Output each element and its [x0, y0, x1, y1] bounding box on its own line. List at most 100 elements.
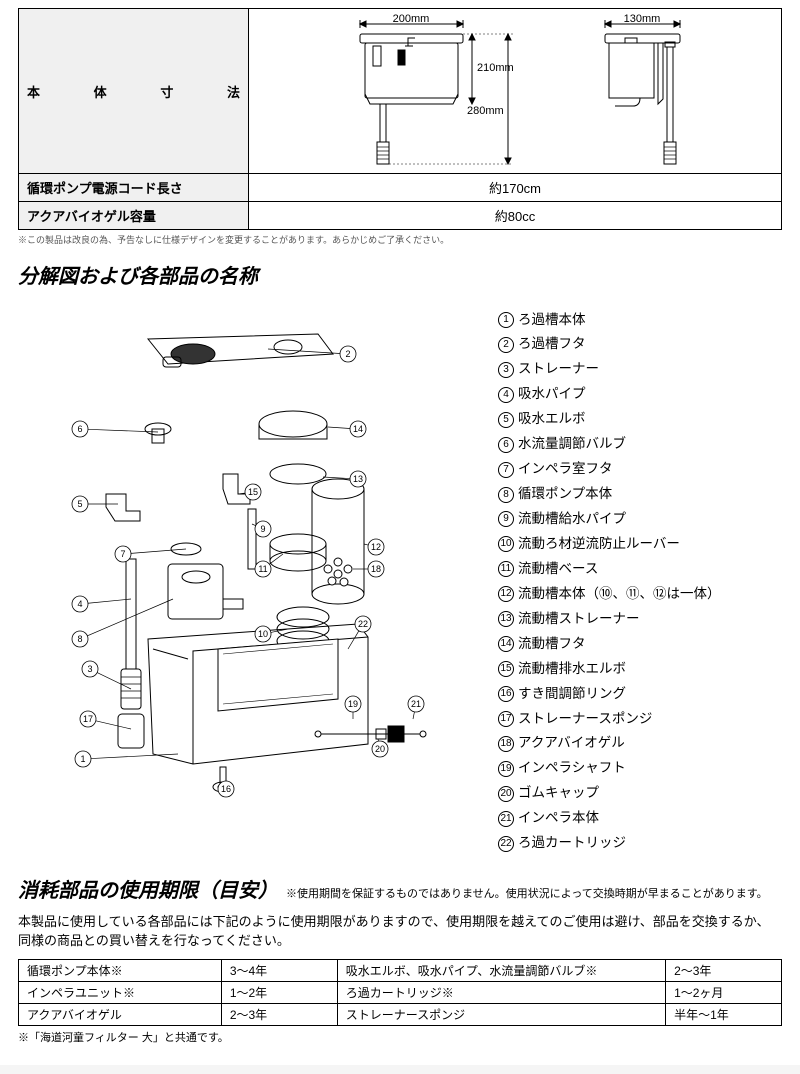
life-cell: 循環ポンプ本体※ — [19, 959, 222, 981]
part-item: 22 ろ過カートリッジ — [498, 831, 782, 851]
life-cell: 2〜3年 — [221, 1003, 337, 1025]
part-item: 10流動ろ材逆流防止ルーバー — [498, 532, 782, 552]
section2-title: 分解図および各部品の名称 — [18, 260, 782, 289]
life-cell: インペラユニット※ — [19, 981, 222, 1003]
svg-text:6: 6 — [77, 424, 82, 434]
part-number-icon: 16 — [498, 686, 514, 702]
svg-text:11: 11 — [258, 564, 267, 574]
part-number-icon: 11 — [498, 561, 514, 577]
label-biogel: アクアバイオゲル容量 — [19, 202, 249, 230]
part-label: 流動槽排水エルボ — [518, 661, 626, 676]
life-table: 循環ポンプ本体※3〜4年吸水エルボ、吸水パイプ、水流量調節バルブ※2〜3年インペ… — [18, 959, 782, 1026]
part-number-icon: 19 — [498, 761, 514, 777]
life-cell: 2〜3年 — [666, 959, 782, 981]
part-label: 流動槽本体（⑩、⑪、⑫は一体） — [518, 586, 721, 601]
part-number-icon: 15 — [498, 661, 514, 677]
part-number-icon: 5 — [498, 412, 514, 428]
part-label: インペラ本体 — [518, 810, 599, 825]
part-item: 15 流動槽排水エルボ — [498, 657, 782, 677]
part-number-icon: 6 — [498, 437, 514, 453]
part-item: 6 水流量調節バルブ — [498, 432, 782, 452]
part-item: 14 流動槽フタ — [498, 632, 782, 652]
svg-text:10: 10 — [258, 629, 268, 639]
parts-list: 1ろ過槽本体 2ろ過槽フタ 3ストレーナー 4吸水パイプ 5 吸水エルボ 6 水流量調節バルブ… — [498, 299, 782, 856]
part-label: アクアバイオゲル — [518, 735, 625, 750]
part-label: ストレーナー — [518, 361, 599, 376]
svg-text:7: 7 — [120, 549, 125, 559]
life-cell: ストレーナースポンジ — [337, 1003, 665, 1025]
part-item: 2ろ過槽フタ — [498, 332, 782, 352]
svg-text:22: 22 — [358, 619, 368, 629]
svg-text:8: 8 — [77, 634, 82, 644]
part-label: ストレーナースポンジ — [518, 711, 652, 726]
svg-text:4: 4 — [77, 599, 82, 609]
section3-title: 消耗部品の使用期限（目安） — [18, 874, 278, 903]
svg-text:19: 19 — [348, 699, 358, 709]
label-cord: 循環ポンプ電源コード長さ — [19, 174, 249, 202]
part-number-icon: 14 — [498, 636, 514, 652]
part-item: 16 すき間調節リング — [498, 682, 782, 702]
part-number-icon: 8 — [498, 487, 514, 503]
part-label: 流動槽ベース — [518, 561, 598, 576]
part-label: すき間調節リング — [518, 686, 626, 701]
svg-text:18: 18 — [371, 564, 381, 574]
part-label: インペラ室フタ — [518, 461, 613, 476]
part-number-icon: 4 — [498, 387, 514, 403]
part-label: 流動槽フタ — [518, 636, 586, 651]
life-cell: 半年〜1年 — [666, 1003, 782, 1025]
part-label: 流動槽給水パイプ — [518, 511, 626, 526]
part-label: 循環ポンプ本体 — [518, 486, 612, 501]
part-item: 11 流動槽ベース — [498, 557, 782, 577]
part-item: 5 吸水エルボ — [498, 407, 782, 427]
svg-text:280mm: 280mm — [467, 105, 504, 117]
life-cell: アクアバイオゲル — [19, 1003, 222, 1025]
part-number-icon: 7 — [498, 462, 514, 478]
svg-text:14: 14 — [353, 424, 363, 434]
svg-text:16: 16 — [221, 784, 231, 794]
part-item: 13 流動槽ストレーナー — [498, 607, 782, 627]
svg-text:3: 3 — [87, 664, 92, 674]
part-item: 21 インペラ本体 — [498, 806, 782, 826]
svg-text:12: 12 — [371, 542, 381, 552]
part-item: 4吸水パイプ — [498, 382, 782, 402]
part-item: 19インペラシャフト — [498, 756, 782, 776]
part-number-icon: 21 — [498, 811, 514, 827]
spec-disclaimer: ※この製品は改良の為、予告なしに仕様デザインを変更することがあります。あらかじめ… — [18, 233, 782, 246]
svg-text:130mm: 130mm — [624, 14, 661, 25]
label-dimensions: 本 体 寸 法 — [19, 9, 249, 174]
part-number-icon: 20 — [498, 786, 514, 802]
life-cell: ろ過カートリッジ※ — [337, 981, 665, 1003]
part-item: 20ゴムキャップ — [498, 781, 782, 801]
part-item: 3ストレーナー — [498, 357, 782, 377]
part-label: 水流量調節バルブ — [518, 436, 626, 451]
part-number-icon: 22 — [498, 836, 514, 852]
part-label: ろ過槽本体 — [518, 312, 586, 327]
part-number-icon: 17 — [498, 711, 514, 727]
svg-text:21: 21 — [411, 699, 421, 709]
life-cell: 1〜2年 — [221, 981, 337, 1003]
part-label: ろ過カートリッジ — [518, 835, 626, 850]
svg-text:13: 13 — [353, 474, 363, 484]
svg-text:200mm: 200mm — [393, 14, 430, 25]
part-label: 吸水エルボ — [518, 411, 586, 426]
part-item: 8 循環ポンプ本体 — [498, 482, 782, 502]
life-cell: 3〜4年 — [221, 959, 337, 981]
life-subnote: ※「海道河童フィルター 大」と共通です。 — [18, 1029, 782, 1045]
part-item: 9流動槽給水パイプ — [498, 507, 782, 527]
section3-note: ※使用期間を保証するものではありません。使用状況によって交換時期が早まることがあ… — [286, 885, 782, 901]
part-item: 12流動槽本体（⑩、⑪、⑫は一体） — [498, 582, 782, 602]
part-item: 17 ストレーナースポンジ — [498, 707, 782, 727]
svg-text:9: 9 — [260, 524, 265, 534]
part-item: 1ろ過槽本体 — [498, 308, 782, 328]
exploded-diagram: 12345678910111213141516171819202122 — [18, 299, 488, 856]
svg-text:17: 17 — [83, 714, 93, 724]
life-cell: 吸水エルボ、吸水パイプ、水流量調節バルブ※ — [337, 959, 665, 981]
part-label: 流動ろ材逆流防止ルーバー — [518, 536, 680, 551]
svg-text:2: 2 — [345, 349, 350, 359]
front-view-diagram: 200mm 210mm 280mm — [315, 14, 515, 169]
side-view-diagram: 130mm — [585, 14, 715, 169]
part-label: 流動槽ストレーナー — [518, 611, 640, 626]
part-number-icon: 13 — [498, 611, 514, 627]
part-item: 7 インペラ室フタ — [498, 457, 782, 477]
svg-text:20: 20 — [375, 744, 385, 754]
